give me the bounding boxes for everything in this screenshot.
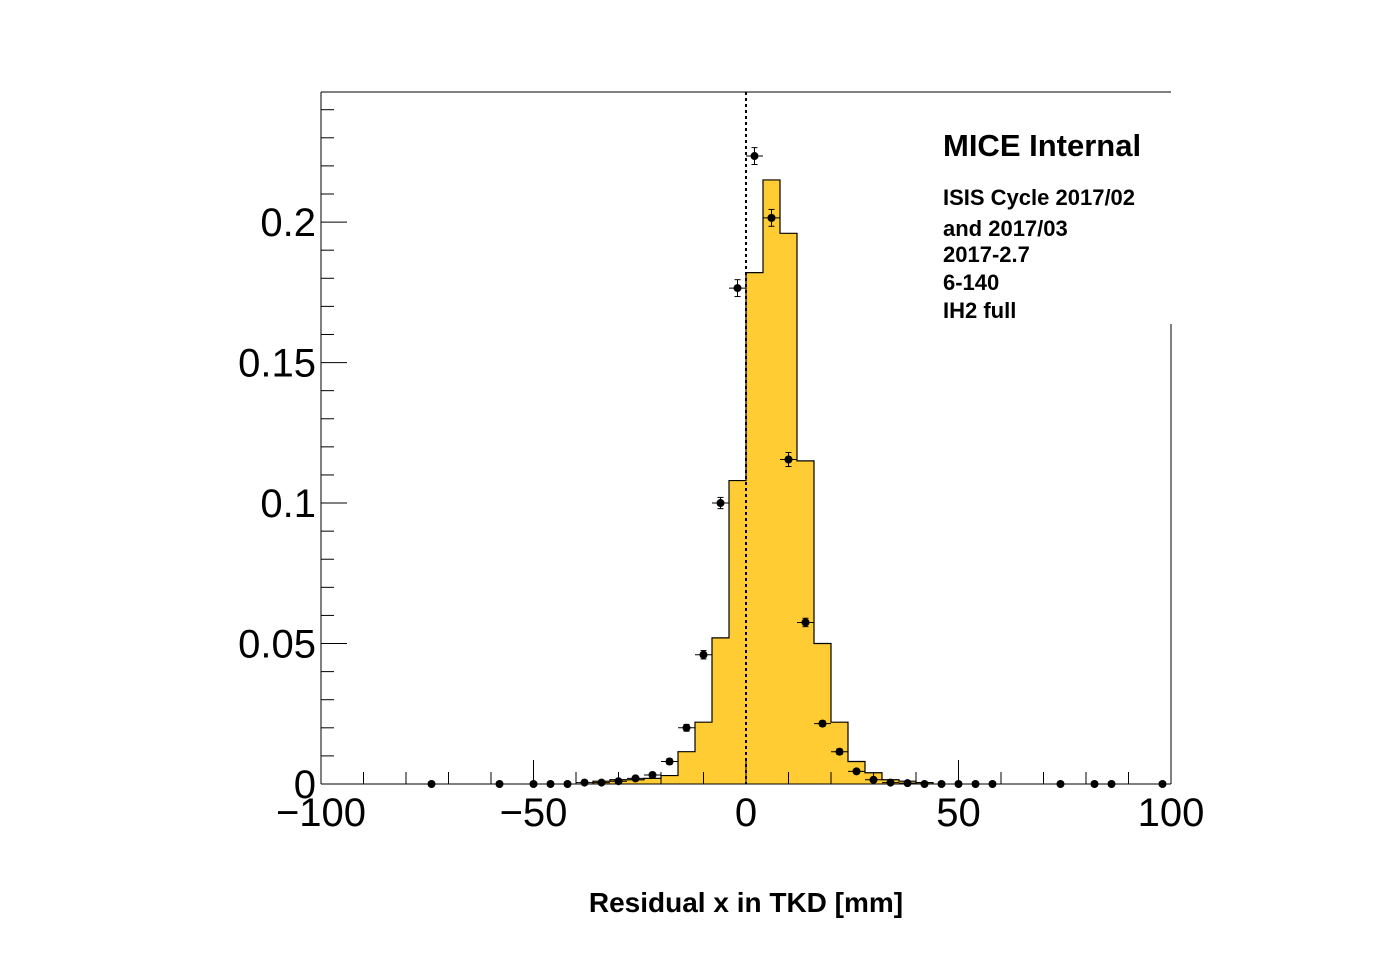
data-marker (682, 723, 691, 732)
data-marker (886, 778, 895, 787)
data-marker (784, 455, 793, 464)
data-marker (852, 767, 861, 776)
legend-line-2: and 2017/03 (943, 216, 1068, 241)
legend-title: MICE Internal (943, 128, 1141, 163)
data-point (882, 778, 899, 787)
histogram-bar (661, 775, 678, 784)
data-point (763, 208, 780, 227)
data-point (627, 774, 644, 783)
x-tick-label: 100 (1138, 791, 1205, 835)
histogram-bar (780, 233, 797, 784)
legend-line-4: 6-140 (943, 270, 999, 295)
x-tick-label: 0 (735, 791, 757, 835)
legend-line-5: IH2 full (943, 298, 1016, 323)
legend-line-1: ISIS Cycle 2017/02 (943, 185, 1135, 210)
data-point (576, 778, 593, 787)
y-tick-label: 0.05 (238, 623, 316, 667)
histogram-layer (592, 179, 934, 784)
data-point (593, 778, 610, 787)
x-tick-label: −100 (276, 791, 366, 835)
y-tick-label: 0.2 (260, 201, 316, 245)
data-marker (597, 778, 606, 787)
data-marker (750, 152, 759, 161)
data-marker (903, 779, 912, 788)
y-tick-label: 0.15 (238, 342, 316, 386)
data-point (780, 451, 797, 468)
data-marker (767, 213, 776, 222)
x-tick-labels: −100 −50 0 50 100 (276, 791, 1204, 835)
data-point (814, 719, 831, 728)
x-axis-title: Residual x in TKD [mm] (589, 887, 903, 918)
histogram-bar (678, 751, 695, 784)
histogram-bar (746, 272, 763, 784)
data-marker (835, 747, 844, 756)
data-marker (801, 618, 810, 627)
histogram-bar (695, 722, 712, 784)
data-marker (818, 719, 827, 728)
data-point (899, 779, 916, 788)
data-marker (665, 757, 674, 766)
y-tick-label: 0 (294, 763, 316, 807)
data-point (746, 147, 763, 165)
histogram-bar (763, 179, 780, 784)
data-marker (733, 284, 742, 293)
data-marker (716, 499, 725, 508)
legend-line-3: 2017-2.7 (943, 242, 1030, 267)
histogram-bar (644, 778, 661, 784)
x-tick-label: 50 (936, 791, 981, 835)
data-point (797, 617, 814, 628)
y-tick-label: 0.1 (260, 482, 316, 526)
histogram-bar (729, 480, 746, 784)
y-tick-labels: 0 0.05 0.15 0.1 0.2 (238, 201, 316, 807)
data-marker (648, 771, 657, 780)
data-marker (699, 650, 708, 659)
axis-ticks (320, 109, 1172, 785)
data-point (848, 767, 865, 776)
legend-box: MICE Internal ISIS Cycle 2017/02 and 201… (930, 96, 1182, 324)
data-point (729, 279, 746, 298)
x-tick-label: −50 (500, 791, 568, 835)
data-point (712, 496, 729, 510)
histogram-bar (712, 637, 729, 784)
legend-background (930, 96, 1182, 324)
data-point (661, 757, 678, 766)
data-marker (580, 778, 589, 787)
data-point (678, 723, 695, 732)
histogram-outline (592, 179, 934, 784)
data-point (644, 771, 661, 780)
data-point (695, 650, 712, 660)
data-marker (631, 774, 640, 783)
data-point (831, 747, 848, 756)
histogram-bar (814, 643, 831, 784)
